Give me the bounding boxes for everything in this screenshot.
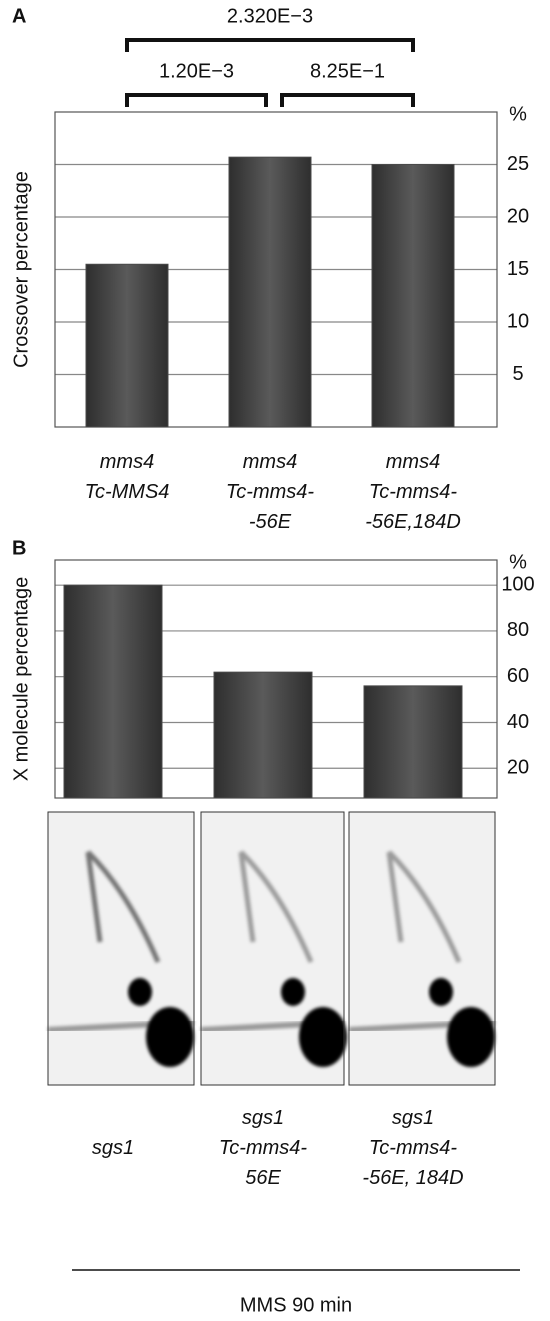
figure: MMS 90 min A% Crossover percentage 5 10 15 20… [0, 0, 550, 1321]
y-tick-label: 25 [507, 153, 529, 175]
y-tick-label: 5 [512, 363, 523, 385]
y-tick-label: 60 [507, 665, 529, 687]
y-unit: % [509, 551, 527, 573]
x-tick-label: mms4 Tc-mms4- -56E [190, 447, 350, 537]
y-unit: % [509, 103, 527, 125]
blot-spot [146, 1007, 194, 1067]
bar [372, 165, 454, 428]
p-value: 8.25E−1 [310, 60, 385, 82]
x-tick-label: mms4 Tc-MMS4 [47, 447, 207, 507]
blot-label: sgs1 [33, 1133, 193, 1163]
blot-images [48, 812, 495, 1085]
y-tick-label: 20 [507, 205, 529, 227]
y-axis-label: X molecule percentage [10, 577, 32, 782]
significance-bracket [127, 95, 266, 107]
significance-bracket [127, 40, 413, 52]
y-tick-label: 40 [507, 711, 529, 733]
y-axis-label: Crossover percentage [10, 171, 32, 368]
bar [229, 157, 311, 427]
bar [64, 585, 162, 798]
bar [364, 686, 462, 798]
y-tick-label: 10 [507, 310, 529, 332]
p-value: 2.320E−3 [227, 5, 313, 27]
y-tick-label: 100 [501, 573, 534, 595]
blot-spot [447, 1007, 495, 1067]
y-tick-label: 80 [507, 619, 529, 641]
x-tick-label: mms4 Tc-mms4- -56E,184D [333, 447, 493, 537]
blot-spot [128, 978, 152, 1006]
condition-label: MMS 90 min [240, 1294, 352, 1316]
blot-label: sgs1 Tc-mms4- 56E [183, 1103, 343, 1193]
bar [86, 264, 168, 427]
blot-spot [281, 978, 305, 1006]
blot-spot [299, 1007, 347, 1067]
y-tick-label: 20 [507, 757, 529, 779]
p-value: 1.20E−3 [159, 60, 234, 82]
blot-spot [429, 978, 453, 1006]
panel-label: A [12, 5, 26, 27]
blot-label: sgs1 Tc-mms4- -56E, 184D [333, 1103, 493, 1193]
panel-label: B [12, 537, 26, 559]
significance-bracket [282, 95, 413, 107]
y-tick-label: 15 [507, 258, 529, 280]
bar [214, 672, 312, 798]
